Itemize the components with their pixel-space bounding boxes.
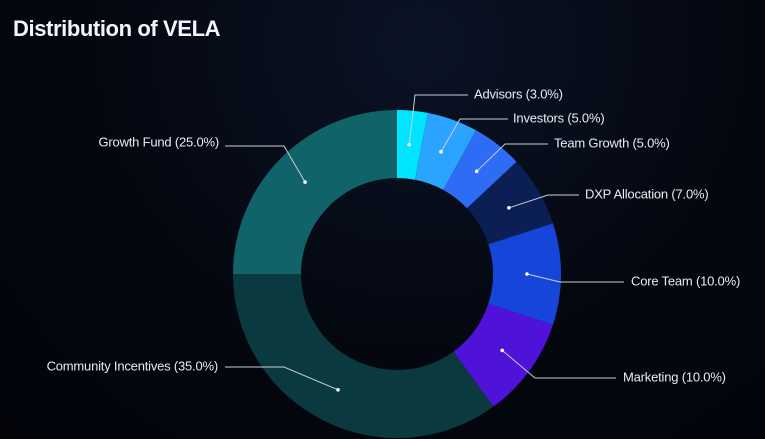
- slice-community-incentives[interactable]: [233, 274, 494, 438]
- slice-label-advisors: Advisors (3.0%): [474, 86, 563, 101]
- slice-dxp-allocation[interactable]: [466, 161, 553, 245]
- slice-label-core-team: Core Team (10.0%): [631, 273, 740, 288]
- slice-label-growth-fund: Growth Fund (25.0%): [99, 134, 219, 149]
- leader-line-community-incentives: [225, 366, 339, 391]
- leader-line-investors: [440, 118, 508, 152]
- slice-marker-core-team: [525, 272, 529, 276]
- leader-line-core-team: [526, 273, 624, 283]
- slice-labels: Advisors (3.0%) Investors (5.0%) Team Grow…: [47, 86, 740, 392]
- slice-label-team-growth: Team Growth (5.0%): [554, 135, 670, 150]
- chart-title: Distribution of VELA: [13, 16, 221, 41]
- slice-label-dxp-allocation: DXP Allocation (7.0%): [585, 186, 708, 201]
- slice-marketing[interactable]: [453, 303, 553, 407]
- donut-slices: [233, 110, 561, 438]
- slice-marker-investors: [439, 149, 443, 154]
- slice-marker-community-incentives: [336, 388, 340, 392]
- slice-core-team[interactable]: [488, 223, 561, 325]
- slice-advisors[interactable]: [397, 110, 428, 180]
- leader-line-advisors: [408, 94, 468, 145]
- slice-label-marketing: Marketing (10.0%): [623, 369, 726, 384]
- leader-line-team-growth: [476, 143, 548, 172]
- slice-investors[interactable]: [414, 112, 477, 190]
- slice-label-community-incentives: Community Incentives (35.0%): [47, 358, 218, 373]
- leader-line-growth-fund: [225, 145, 306, 183]
- slice-growth-fund[interactable]: [233, 110, 397, 274]
- slice-marker-marketing: [500, 348, 505, 353]
- slice-marker-advisors: [407, 142, 412, 147]
- slice-marker-dxp-allocation: [507, 206, 511, 210]
- slice-team-growth[interactable]: [443, 130, 517, 209]
- slice-marker-team-growth: [474, 169, 479, 174]
- leader-line-dxp-allocation: [508, 194, 579, 209]
- slice-label-investors: Investors (5.0%): [513, 110, 604, 125]
- slice-marker-growth-fund: [303, 180, 307, 184]
- leader-line-marketing: [501, 350, 616, 379]
